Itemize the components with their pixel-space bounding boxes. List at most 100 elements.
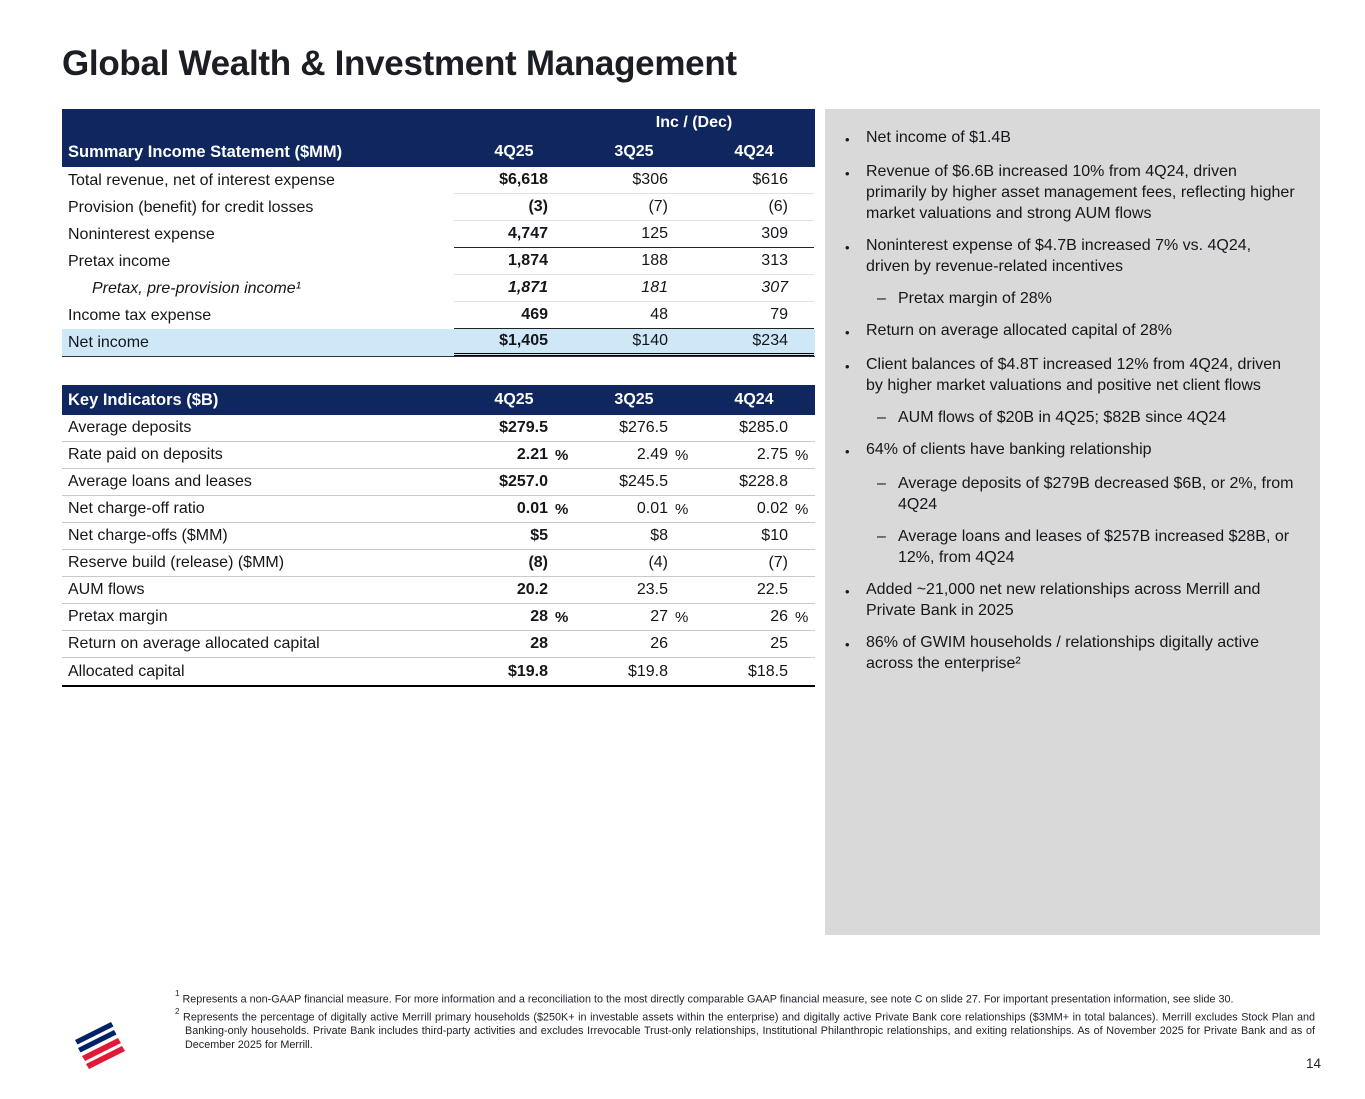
column-header-4q25: 4Q25 xyxy=(494,143,534,160)
bullet-text: Added ~21,000 net new relationships acro… xyxy=(866,581,1261,619)
row-label: Provision (benefit) for credit losses xyxy=(68,198,314,216)
row-values: $6,618 $306 $616 xyxy=(454,167,814,194)
footnote-2: 2 Represents the percentage of digitally… xyxy=(175,1007,1315,1052)
row-label: Pretax margin xyxy=(68,608,168,625)
table-row: Allocated capital $19.8 $19.8 $18.5 xyxy=(62,658,815,685)
bullet-text: Client balances of $4.8T increased 12% f… xyxy=(866,356,1282,394)
bullet-marker: • xyxy=(845,132,850,147)
cell-value: $279.5 xyxy=(499,419,548,436)
percent-sign: % xyxy=(795,500,809,518)
key-table-title: Key Indicators ($B) xyxy=(68,390,219,409)
inc-dec-label: Inc / (Dec) xyxy=(655,114,733,131)
highlights-panel: • Net income of $1.4B • Revenue of $6.6B i… xyxy=(825,109,1320,935)
cell-value: (6) xyxy=(768,198,788,215)
cell-value: $306 xyxy=(632,171,668,188)
value-cell: $228.8 xyxy=(694,469,814,495)
cell-value: $228.8 xyxy=(739,473,788,490)
bullet-text: Pretax margin of 28% xyxy=(898,290,1052,307)
value-cell: $5 xyxy=(454,523,574,549)
value-cell: 26% xyxy=(694,604,814,630)
table-row: Reserve build (release) ($MM) (8) (4) (7… xyxy=(62,550,815,577)
cell-value: 313 xyxy=(761,252,788,269)
key-table-header: Key Indicators ($B) 4Q25 3Q25 4Q24 xyxy=(62,385,815,415)
table-row: Noninterest expense 4,747 125 309 xyxy=(62,221,815,248)
row-label: Average loans and leases xyxy=(68,473,252,490)
percent-sign: % xyxy=(675,446,689,464)
row-values: 1,874 188 313 xyxy=(454,248,814,275)
list-item: • Revenue of $6.6B increased 10% from 4Q2… xyxy=(845,161,1296,224)
table-row: Rate paid on deposits 2.21% 2.49% 2.75% xyxy=(62,442,815,469)
table-row: Income tax expense 469 48 79 xyxy=(62,302,815,329)
column-header-4q24: 4Q24 xyxy=(734,391,774,408)
percent-sign: % xyxy=(795,446,809,464)
key-column-headers: Key Indicators ($B) 4Q25 3Q25 4Q24 xyxy=(62,385,815,415)
percent-sign: % xyxy=(555,446,569,464)
percent-sign: % xyxy=(555,500,569,518)
value-cell: 22.5 xyxy=(694,577,814,603)
value-cell: $257.0 xyxy=(454,469,574,495)
row-values: $5 $8 $10 xyxy=(454,523,814,549)
value-cell: $18.5 xyxy=(694,658,814,685)
footnote-text: Represents the percentage of digitally a… xyxy=(183,1011,1316,1051)
footnote-marker: 1 xyxy=(175,988,180,998)
table-row: AUM flows 20.2 23.5 22.5 xyxy=(62,577,815,604)
value-cell: $8 xyxy=(574,523,694,549)
row-values: 20.2 23.5 22.5 xyxy=(454,577,814,603)
cell-value: 309 xyxy=(761,225,788,242)
cell-value: 2.49 xyxy=(636,446,668,463)
column-header-3q25: 3Q25 xyxy=(614,391,654,408)
cell-value: 1,874 xyxy=(507,252,548,269)
cell-value: 25 xyxy=(770,635,788,652)
value-cell: 0.01% xyxy=(454,496,574,522)
page-title: Global Wealth & Investment Management xyxy=(62,44,737,83)
cell-value: (8) xyxy=(528,554,548,571)
cell-value: 26 xyxy=(770,608,788,625)
cell-value: (3) xyxy=(528,198,548,215)
row-label: Average deposits xyxy=(68,419,192,436)
row-label: Pretax income xyxy=(68,252,171,270)
income-table-header: Inc / (Dec) Summary Income Statement ($M… xyxy=(62,109,815,167)
column-header-3q25: 3Q25 xyxy=(614,143,654,160)
bullet-marker: • xyxy=(845,637,850,652)
value-cell: 25 xyxy=(694,631,814,657)
income-column-headers: Summary Income Statement ($MM) 4Q25 3Q25… xyxy=(62,137,815,167)
value-cell: 2.49% xyxy=(574,442,694,468)
bullet-text: 64% of clients have banking relationship xyxy=(866,441,1152,458)
cell-value: 79 xyxy=(770,306,788,323)
list-item: – AUM flows of $20B in 4Q25; $82B since 4… xyxy=(877,407,1296,428)
bank-of-america-logo xyxy=(72,1022,130,1077)
slide-content: Inc / (Dec) Summary Income Statement ($M… xyxy=(62,109,1320,935)
row-label: Return on average allocated capital xyxy=(68,635,320,652)
row-values: 0.01% 0.01% 0.02% xyxy=(454,496,814,522)
net-income-row: Net income $1,405 $140 $234 xyxy=(62,329,815,356)
cell-value: 181 xyxy=(641,279,668,296)
value-cell: 26 xyxy=(574,631,694,657)
value-cell: 27% xyxy=(574,604,694,630)
footnote-marker: 2 xyxy=(175,1006,180,1016)
cell-value: 48 xyxy=(650,306,668,323)
cell-value: 307 xyxy=(761,279,788,296)
cell-value: 22.5 xyxy=(756,581,788,598)
cell-value: 0.02 xyxy=(756,500,788,517)
list-item: • 86% of GWIM households / relationships … xyxy=(845,632,1296,674)
value-cell: (7) xyxy=(694,550,814,576)
bank-of-america-flag-icon xyxy=(75,1022,125,1069)
cell-value: $234 xyxy=(752,332,788,349)
row-values: 28 26 25 xyxy=(454,631,814,657)
value-cell: $279.5 xyxy=(454,415,574,441)
list-item: • Noninterest expense of $4.7B increased … xyxy=(845,235,1296,277)
tables-column: Inc / (Dec) Summary Income Statement ($M… xyxy=(62,109,815,935)
row-values: $279.5 $276.5 $285.0 xyxy=(454,415,814,441)
row-values: 2.21% 2.49% 2.75% xyxy=(454,442,814,468)
row-values: $257.0 $245.5 $228.8 xyxy=(454,469,814,495)
row-values: $19.8 $19.8 $18.5 xyxy=(454,658,814,685)
table-row: Net charge-off ratio 0.01% 0.01% 0.02% xyxy=(62,496,815,523)
row-label: Net charge-offs ($MM) xyxy=(68,527,228,544)
row-label: Allocated capital xyxy=(68,662,185,680)
row-values: (8) (4) (7) xyxy=(454,550,814,576)
value-cell: 2.75% xyxy=(694,442,814,468)
value-cell: 23.5 xyxy=(574,577,694,603)
cell-value: 0.01 xyxy=(636,500,668,517)
bullet-marker: • xyxy=(845,444,850,459)
summary-income-statement-table: Inc / (Dec) Summary Income Statement ($M… xyxy=(62,109,815,357)
